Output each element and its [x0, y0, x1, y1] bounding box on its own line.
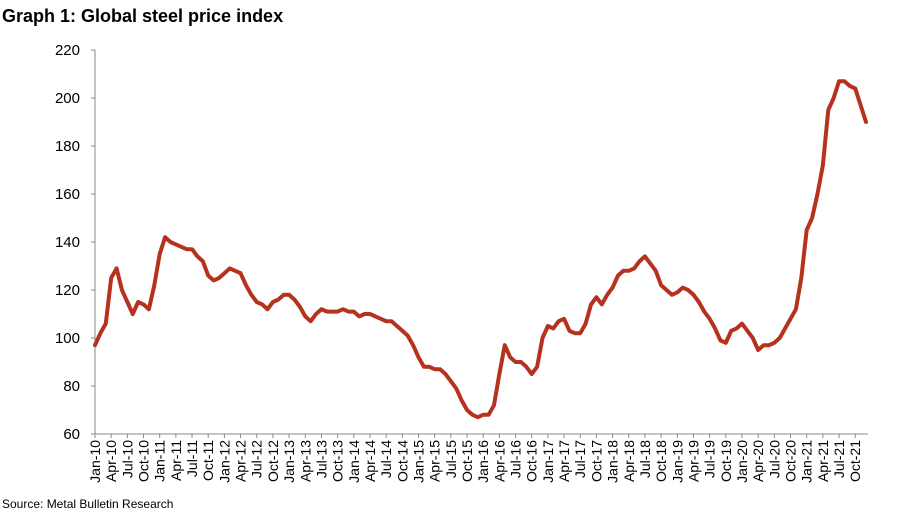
x-tick-label: Oct-11: [200, 440, 216, 481]
y-tick-label: 60: [63, 426, 80, 443]
x-tick-label: Apr-17: [556, 440, 572, 482]
x-tick-label: Oct-12: [265, 440, 281, 482]
x-tick-label: Oct-21: [847, 440, 863, 482]
x-tick-label: Oct-17: [588, 440, 604, 482]
x-tick-label: Jan-18: [605, 440, 621, 483]
data-line: [93, 79, 868, 420]
x-tick-label: Oct-13: [330, 440, 346, 482]
x-tick-label: Jul-18: [637, 440, 653, 478]
x-tick-label: Oct-10: [136, 440, 152, 482]
y-tick-label: 200: [55, 90, 80, 107]
x-tick-label: Apr-16: [491, 440, 507, 482]
x-tick-label: Apr-20: [750, 440, 766, 482]
x-tick-label: Apr-11: [168, 440, 184, 481]
x-tick-label: Jan-12: [216, 440, 232, 483]
x-tick-label: Jan-15: [410, 440, 426, 483]
x-tick-label: Oct-19: [718, 440, 734, 482]
x-tick-label: Apr-21: [815, 440, 831, 482]
x-tick-label: Apr-12: [233, 440, 249, 482]
x-tick-label: Jul-19: [702, 440, 718, 478]
x-tick-label: Jul-17: [572, 440, 588, 478]
x-tick-label: Jul-20: [766, 440, 782, 478]
x-tick-label: Apr-13: [297, 440, 313, 482]
x-tick-label: Oct-15: [459, 440, 475, 482]
x-tick-label: Jul-12: [249, 440, 265, 478]
x-tick-label: Apr-18: [621, 440, 637, 482]
x-tick-label: Jul-21: [831, 440, 847, 478]
y-tick-label: 100: [55, 330, 80, 347]
x-tick-label: Oct-20: [783, 440, 799, 482]
x-tick-label: Apr-15: [427, 440, 443, 482]
x-tick-label: Jan-10: [87, 440, 103, 483]
x-tick-label: Jan-13: [281, 440, 297, 483]
y-tick-label: 80: [63, 378, 80, 395]
x-tick-label: Jan-20: [734, 440, 750, 483]
x-tick-label: Jan-17: [540, 440, 556, 483]
y-tick-label: 120: [55, 282, 80, 299]
chart-title: Graph 1: Global steel price index: [2, 6, 283, 26]
x-tick-label: Oct-18: [653, 440, 669, 482]
y-tick-label: 220: [55, 42, 80, 59]
x-tick-label: Jan-14: [346, 440, 362, 483]
x-tick-label: Jan-11: [152, 440, 168, 482]
x-tick-label: Oct-16: [524, 440, 540, 482]
x-tick-label: Apr-14: [362, 440, 378, 482]
source-note: Source: Metal Bulletin Research: [2, 497, 173, 511]
x-tick-label: Apr-19: [685, 440, 701, 482]
x-tick-label: Jan-21: [799, 440, 815, 483]
x-tick-label: Jan-19: [669, 440, 685, 483]
x-tick-label: Oct-14: [394, 440, 410, 482]
x-tick-label: Jul-11: [184, 440, 200, 477]
x-tick-label: Jul-15: [443, 440, 459, 478]
x-tick-label: Jul-10: [119, 440, 135, 478]
x-tick-label: Jul-14: [378, 440, 394, 478]
y-tick-label: 160: [55, 186, 80, 203]
x-tick-label: Apr-10: [103, 440, 119, 482]
x-tick-label: Jul-13: [313, 440, 329, 478]
x-tick-label: Jul-16: [508, 440, 524, 478]
y-tick-label: 140: [55, 234, 80, 251]
y-tick-label: 180: [55, 138, 80, 155]
x-tick-label: Jan-16: [475, 440, 491, 483]
